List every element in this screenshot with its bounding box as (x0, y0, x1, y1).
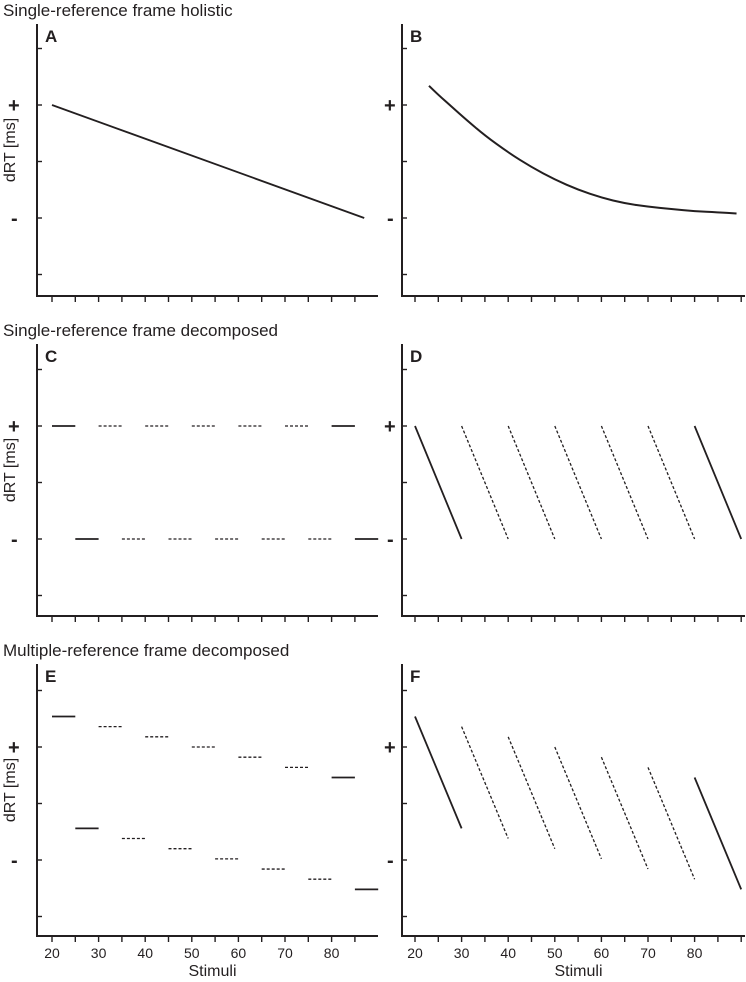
segment-dotted (460, 726, 509, 839)
panel-d: D + - (384, 344, 745, 622)
panel-b: B + - (384, 24, 745, 302)
y-minus-label: - (387, 529, 394, 551)
panel-letter-a: A (45, 27, 57, 46)
x-tick-label: 60 (594, 945, 610, 961)
panel-letter-d: D (410, 347, 422, 366)
segment-solid (414, 716, 463, 829)
x-tick-label: 80 (324, 945, 340, 961)
panel-e: E + - dRT [ms] 20 30 40 50 60 70 80 Stimuli (2, 664, 379, 980)
y-plus-label: + (8, 416, 20, 438)
segment-dotted (554, 425, 603, 540)
y-axis-label: dRT [ms] (2, 438, 19, 502)
panel-f: F + - 20 30 40 50 60 70 80 Stimuli (384, 664, 745, 980)
panel-a: A + - dRT [ms] (2, 24, 378, 302)
x-tick-label: 30 (91, 945, 107, 961)
segment-dotted (647, 767, 696, 880)
y-axis-label: dRT [ms] (2, 758, 19, 822)
x-tick-label: 20 (407, 945, 423, 961)
panel-letter-f: F (410, 667, 420, 686)
x-tick-label: 30 (454, 945, 470, 961)
panel-letter-e: E (45, 667, 56, 686)
x-axis-label: Stimuli (188, 963, 236, 980)
x-axis-label: Stimuli (554, 963, 602, 980)
panel-letter-b: B (410, 27, 422, 46)
segment-dotted (554, 746, 603, 860)
row-title-3: Multiple-reference frame decomposed (3, 641, 289, 660)
y-plus-label: + (384, 416, 396, 438)
segment-dotted (600, 756, 649, 870)
segment-dotted (507, 736, 556, 849)
row-title-2: Single-reference frame decomposed (3, 321, 278, 340)
segment-dotted (647, 425, 696, 540)
x-tick-label: 50 (547, 945, 563, 961)
segment-dotted (507, 425, 556, 540)
row-title-1: Single-reference frame holistic (3, 1, 233, 20)
x-tick-label: 80 (687, 945, 703, 961)
segment-solid (414, 425, 463, 540)
x-tick-label: 70 (277, 945, 293, 961)
y-minus-label: - (11, 529, 18, 551)
y-axis-label: dRT [ms] (2, 118, 19, 182)
x-tick-label: 70 (640, 945, 656, 961)
y-minus-label: - (387, 850, 394, 872)
y-minus-label: - (11, 208, 18, 230)
y-minus-label: - (11, 850, 18, 872)
y-plus-label: + (8, 737, 20, 759)
x-tick-label: 40 (500, 945, 516, 961)
y-plus-label: + (384, 95, 396, 117)
segment-dotted (600, 425, 649, 540)
y-plus-label: + (384, 737, 396, 759)
x-tick-label: 50 (184, 945, 200, 961)
curve-line (428, 85, 737, 215)
segment-solid (693, 777, 743, 890)
segment-solid (51, 104, 365, 219)
segment-dotted (460, 425, 509, 540)
x-tick-label: 60 (231, 945, 247, 961)
x-tick-label: 40 (137, 945, 153, 961)
segment-solid (693, 425, 743, 540)
panel-letter-c: C (45, 347, 57, 366)
x-tick-label: 20 (44, 945, 60, 961)
y-minus-label: - (387, 208, 394, 230)
y-plus-label: + (8, 95, 20, 117)
panel-c: C + - dRT [ms] (2, 344, 379, 622)
